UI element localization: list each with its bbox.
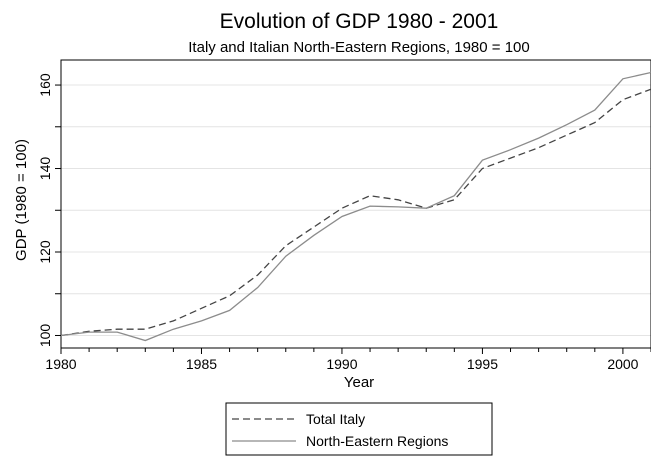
chart-title: Evolution of GDP 1980 - 2001 xyxy=(220,10,499,33)
chart-subtitle: Italy and Italian North-Eastern Regions,… xyxy=(188,39,529,56)
x-axis: 1980 1985 1990 1995 2000 xyxy=(45,348,651,372)
series-line-north-eastern-regions xyxy=(60,71,651,342)
x-axis-title: Year xyxy=(344,374,374,391)
x-tick-label-1995: 1995 xyxy=(467,356,498,372)
legend: Total Italy North-Eastern Regions xyxy=(225,402,493,456)
y-tick-label-160: 160 xyxy=(37,73,53,97)
y-tick-label-120: 120 xyxy=(37,240,53,264)
legend-box xyxy=(225,402,493,456)
x-tick-label-1980: 1980 xyxy=(45,356,76,372)
series-lines xyxy=(60,71,651,342)
y-tick-label-100: 100 xyxy=(37,324,53,348)
y-axis-title: GDP (1980 = 100) xyxy=(13,139,30,261)
x-tick-label-1985: 1985 xyxy=(186,356,217,372)
plot-area-frame xyxy=(60,59,651,349)
y-axis: 100 120 140 160 xyxy=(37,73,61,347)
grid-lines xyxy=(61,84,651,336)
x-tick-label-2000: 2000 xyxy=(607,356,638,372)
y-tick-label-140: 140 xyxy=(37,157,53,181)
legend-label-total-italy: Total Italy xyxy=(306,411,365,427)
x-tick-label-1990: 1990 xyxy=(326,356,357,372)
series-line-total-italy xyxy=(60,88,651,337)
legend-label-north-eastern-regions: North-Eastern Regions xyxy=(306,433,448,449)
